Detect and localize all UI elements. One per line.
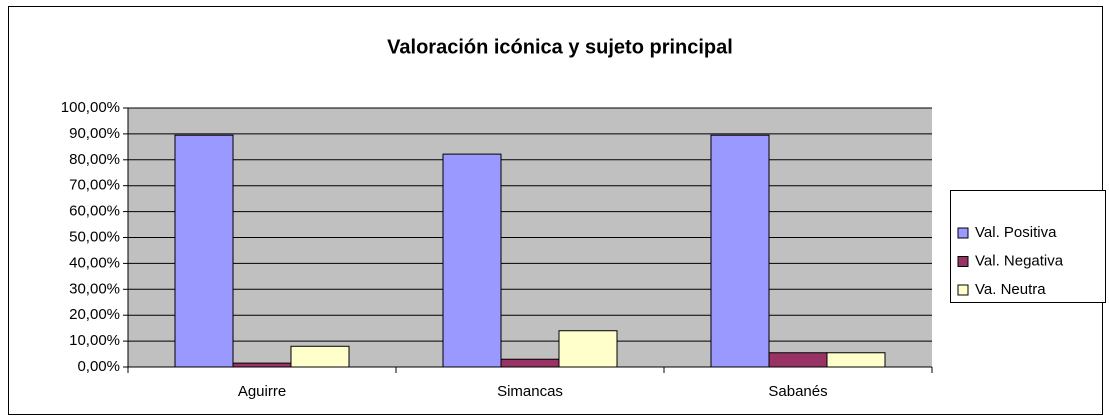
bar (290, 345, 350, 368)
bar (558, 330, 618, 368)
y-tick-label: 40,00% (69, 254, 120, 271)
legend-label: Val. Negativa (975, 252, 1064, 269)
legend-box (950, 190, 1106, 303)
y-tick-label: 20,00% (69, 306, 120, 323)
bar (442, 153, 502, 368)
y-tick-label: 30,00% (69, 280, 120, 297)
y-tick-label: 0,00% (77, 358, 120, 375)
x-tick-label: Sabanés (768, 383, 827, 400)
x-tick-label: Simancas (497, 383, 563, 400)
legend-swatch (957, 227, 969, 239)
y-tick-label: 10,00% (69, 332, 120, 349)
legend-label: Va. Neutra (975, 281, 1046, 298)
bar (826, 352, 886, 368)
legend-swatch (957, 284, 969, 296)
legend-label: Val. Positiva (975, 224, 1057, 241)
bar (710, 134, 770, 368)
x-tick-label: Aguirre (238, 383, 286, 400)
bar (768, 352, 828, 368)
bar (174, 134, 234, 368)
legend-swatch (957, 256, 969, 267)
y-tick-label: 70,00% (69, 177, 120, 194)
y-tick-label: 90,00% (69, 125, 120, 142)
y-tick-label: 100,00% (61, 99, 120, 116)
bar (500, 358, 560, 368)
chart-title: Valoración icónica y sujeto principal (387, 36, 733, 58)
y-tick-label: 80,00% (69, 151, 120, 168)
bar (232, 362, 292, 368)
y-tick-label: 50,00% (69, 228, 120, 245)
y-tick-label: 60,00% (69, 203, 120, 220)
